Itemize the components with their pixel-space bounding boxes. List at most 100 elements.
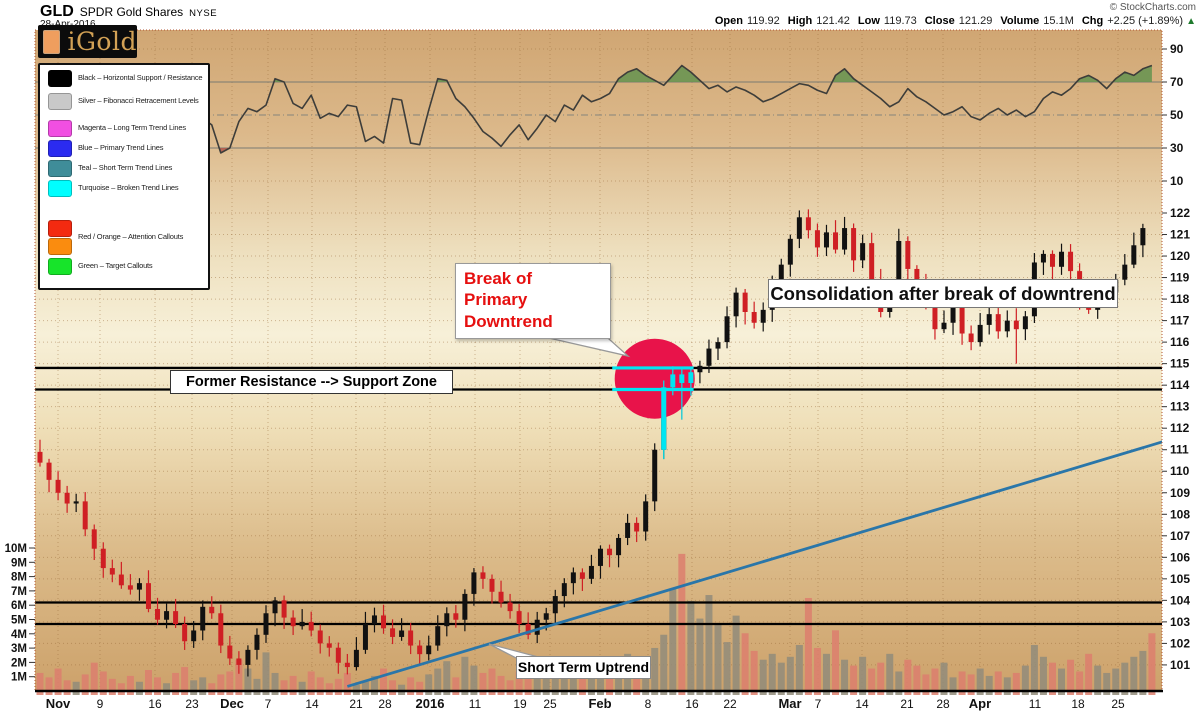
- rsi-tick-label: 10: [1170, 174, 1184, 188]
- date-axis-label: 25: [543, 697, 557, 711]
- legend-item-label: Magenta – Long Term Trend Lines: [78, 123, 186, 132]
- rsi-tick-label: 50: [1170, 108, 1184, 122]
- quote-value: 121.29: [958, 15, 993, 27]
- price-tick-label: 119: [1170, 271, 1190, 285]
- legend-swatch-icon: [48, 238, 72, 255]
- price-tick-label: 108: [1170, 507, 1190, 521]
- price-tick-label: 105: [1170, 572, 1190, 586]
- volume-tick-label: 1M: [11, 672, 27, 684]
- date-axis-label: Feb: [588, 696, 611, 711]
- legend-swatch-icon: [48, 140, 72, 157]
- quote-value: +2.25 (+1.89%): [1107, 15, 1184, 27]
- date-axis-label: 21: [900, 697, 914, 711]
- legend-item-label: Black – Horizontal Support / Resistance: [78, 73, 203, 82]
- quote-label: Close: [924, 15, 955, 27]
- plot-background: [35, 30, 1162, 691]
- date-axis-label: 21: [349, 697, 363, 711]
- price-tick-label: 117: [1170, 314, 1190, 328]
- date-axis-label: 19: [513, 697, 527, 711]
- date-axis-label: 7: [815, 697, 822, 711]
- price-tick-label: 109: [1170, 486, 1190, 500]
- price-tick-label: 122: [1170, 206, 1190, 220]
- igold-logo: iGold: [38, 25, 137, 58]
- rsi-tick-label: 90: [1170, 42, 1184, 56]
- quote-value: 121.42: [816, 15, 850, 27]
- support-zone-label: Former Resistance --> Support Zone: [170, 370, 453, 394]
- quote-label: Chg: [1081, 15, 1104, 27]
- date-axis-label: 11: [469, 697, 482, 711]
- legend-item-label: Teal – Short Term Trend Lines: [78, 163, 173, 172]
- date-axis-label: 22: [723, 697, 737, 711]
- broken-candles: [661, 366, 694, 460]
- legend-item-label: Turquoise – Broken Trend Lines: [78, 183, 179, 192]
- date-axis-label: 28: [936, 697, 950, 711]
- break-of-downtrend-callout: Break of Primary Downtrend: [455, 263, 611, 339]
- broken-trendlines: [612, 366, 694, 392]
- legend-item-label: Blue – Primary Trend Lines: [78, 143, 164, 152]
- rsi-overbought-fill: [1076, 75, 1100, 82]
- price-tick-label: 121: [1170, 228, 1190, 242]
- date-axis-label: 14: [855, 697, 869, 711]
- security-name: SPDR Gold Shares: [79, 5, 184, 19]
- price-tick-label: 111: [1170, 443, 1189, 457]
- exchange-label: NYSE: [189, 8, 218, 19]
- date-axis-label: Apr: [969, 696, 991, 711]
- date-axis-label: Nov: [46, 696, 71, 711]
- legend-swatch-icon: [48, 93, 72, 110]
- stockcharts-credit: © StockCharts.com: [1109, 2, 1196, 13]
- break-callout-line1: Break of: [464, 269, 533, 288]
- price-tick-label: 102: [1170, 636, 1190, 650]
- volume-tick-label: 4M: [11, 629, 27, 641]
- rsi-overbought-fill: [666, 65, 702, 82]
- rsi-line: [39, 64, 1153, 154]
- legend-item-label: Green – Target Callouts: [78, 261, 153, 270]
- date-axis-label: 8: [645, 697, 652, 711]
- rsi-overbought-fill: [832, 68, 859, 82]
- attention-circle: [614, 338, 695, 419]
- price-tick-label: 107: [1170, 529, 1190, 543]
- quote-label: Low: [857, 15, 880, 27]
- date-axis-label: 25: [1111, 697, 1125, 711]
- quote-label: High: [787, 15, 813, 27]
- date-axis-label: 11: [1029, 697, 1042, 711]
- break-callout-line3: Downtrend: [464, 311, 553, 331]
- date-axis-label: 9: [97, 697, 104, 711]
- date-axis-label: 23: [185, 697, 199, 711]
- ticker-symbol: GLD: [40, 3, 74, 20]
- date-axis-label: 18: [1071, 697, 1085, 711]
- legend-swatch-icon: [48, 70, 72, 87]
- legend-item-label: Red / Orange – Attention Callouts: [78, 232, 184, 241]
- volume-tick-label: 10M: [5, 543, 27, 555]
- date-axis-label: 16: [685, 697, 699, 711]
- quote-value: 119.92: [746, 15, 780, 27]
- price-tick-label: 114: [1170, 378, 1190, 392]
- price-tick-label: 101: [1170, 658, 1190, 672]
- price-tick-label: 115: [1170, 357, 1190, 371]
- price-tick-label: 110: [1170, 464, 1190, 478]
- volume-tick-label: 7M: [11, 586, 27, 598]
- volume-tick-label: 3M: [11, 643, 27, 655]
- date-axis-label: 16: [148, 697, 162, 711]
- change-up-arrow-icon: ▲: [1186, 16, 1196, 27]
- price-tick-label: 113: [1170, 400, 1190, 414]
- price-tick-label: 118: [1170, 292, 1190, 306]
- legend-swatch-icon: [48, 120, 72, 137]
- date-axis-label: 7: [265, 697, 272, 711]
- rsi-tick-label: 30: [1170, 141, 1184, 155]
- volume-tick-label: 5M: [11, 615, 27, 627]
- quote-label: Open: [714, 15, 743, 27]
- uptrend-label: Short Term Uptrend: [516, 656, 651, 679]
- volume-tick-label: 2M: [11, 657, 27, 669]
- volume-tick-label: 8M: [11, 572, 27, 584]
- date-axis-label: Dec: [220, 696, 244, 711]
- quote-value: 119.73: [883, 15, 917, 27]
- igold-logo-text: iGold: [67, 27, 137, 56]
- price-tick-label: 104: [1170, 593, 1190, 607]
- price-tick-label: 103: [1170, 615, 1190, 629]
- volume-tick-label: 9M: [11, 557, 27, 569]
- volume-tick-label: 6M: [11, 600, 27, 612]
- legend-swatch-icon: [48, 258, 72, 275]
- header-title: GLD SPDR Gold Shares NYSE: [40, 3, 217, 21]
- legend-item-label: Silver – Fibonacci Retracement Levels: [78, 96, 199, 105]
